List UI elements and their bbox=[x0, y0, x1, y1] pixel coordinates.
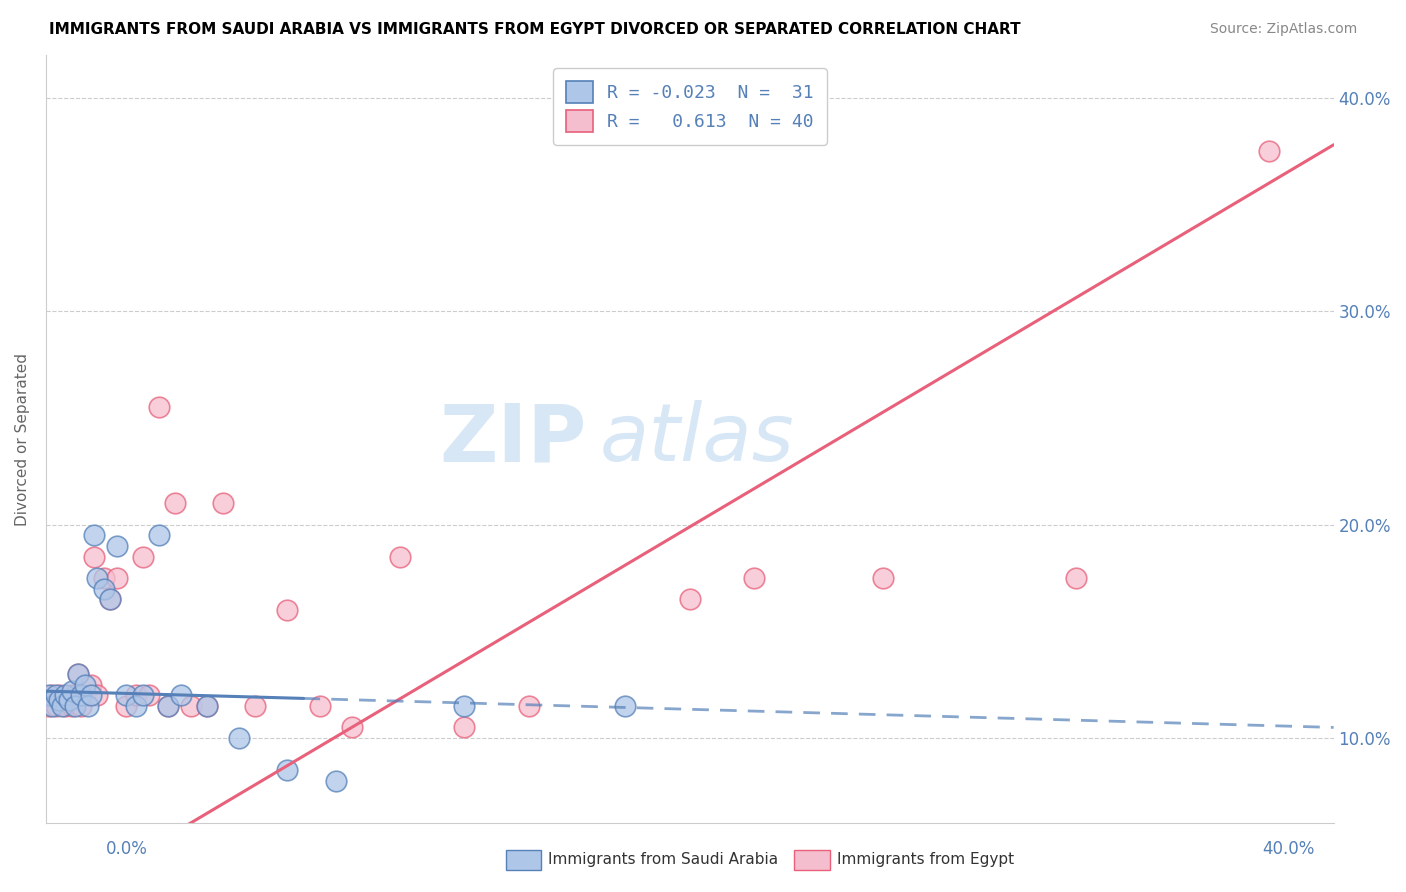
Point bbox=[67, 667, 90, 681]
Point bbox=[63, 689, 86, 703]
Point bbox=[157, 699, 180, 714]
Text: Source: ZipAtlas.com: Source: ZipAtlas.com bbox=[1209, 22, 1357, 37]
Point bbox=[157, 699, 180, 714]
Point bbox=[325, 773, 347, 788]
Point bbox=[1258, 144, 1281, 158]
Text: Immigrants from Saudi Arabia: Immigrants from Saudi Arabia bbox=[548, 853, 779, 867]
Point bbox=[98, 592, 121, 607]
Point bbox=[86, 689, 108, 703]
Point bbox=[1064, 571, 1087, 585]
Text: 40.0%: 40.0% bbox=[1263, 840, 1315, 858]
Point bbox=[41, 689, 63, 703]
Point bbox=[742, 571, 765, 585]
Point bbox=[228, 731, 250, 745]
Point bbox=[131, 549, 153, 564]
Text: IMMIGRANTS FROM SAUDI ARABIA VS IMMIGRANTS FROM EGYPT DIVORCED OR SEPARATED CORR: IMMIGRANTS FROM SAUDI ARABIA VS IMMIGRAN… bbox=[49, 22, 1021, 37]
Point bbox=[195, 699, 218, 714]
Point bbox=[38, 689, 60, 703]
Point bbox=[148, 528, 170, 542]
Point bbox=[245, 699, 267, 714]
Point bbox=[41, 699, 63, 714]
Point bbox=[60, 699, 83, 714]
Point bbox=[38, 699, 60, 714]
Point bbox=[276, 763, 298, 777]
Point bbox=[93, 582, 115, 596]
Point bbox=[163, 496, 186, 510]
Point bbox=[195, 699, 218, 714]
Point bbox=[308, 699, 330, 714]
Point bbox=[872, 571, 894, 585]
Point bbox=[53, 689, 76, 703]
Point bbox=[53, 699, 76, 714]
Text: 0.0%: 0.0% bbox=[105, 840, 148, 858]
Point bbox=[73, 689, 96, 703]
Point bbox=[115, 699, 138, 714]
Point bbox=[73, 678, 96, 692]
Point bbox=[60, 684, 83, 698]
Point bbox=[148, 401, 170, 415]
Point bbox=[83, 528, 105, 542]
Point bbox=[83, 549, 105, 564]
Point bbox=[115, 689, 138, 703]
Point bbox=[138, 689, 160, 703]
Point bbox=[679, 592, 702, 607]
Point bbox=[45, 689, 67, 703]
Point bbox=[105, 571, 128, 585]
Point bbox=[180, 699, 202, 714]
Legend: R = -0.023  N =  31, R =   0.613  N = 40: R = -0.023 N = 31, R = 0.613 N = 40 bbox=[553, 68, 827, 145]
Point bbox=[340, 721, 363, 735]
Point bbox=[48, 689, 70, 703]
Point bbox=[105, 539, 128, 553]
Point bbox=[170, 689, 193, 703]
Point bbox=[131, 689, 153, 703]
Point bbox=[45, 699, 67, 714]
Text: Immigrants from Egypt: Immigrants from Egypt bbox=[837, 853, 1014, 867]
Point bbox=[48, 692, 70, 706]
Point bbox=[453, 721, 475, 735]
Point bbox=[76, 699, 98, 714]
Point bbox=[70, 699, 93, 714]
Point bbox=[389, 549, 412, 564]
Point bbox=[517, 699, 540, 714]
Point bbox=[212, 496, 235, 510]
Point bbox=[51, 692, 73, 706]
Point bbox=[58, 692, 80, 706]
Point bbox=[125, 699, 148, 714]
Point bbox=[80, 678, 103, 692]
Point bbox=[58, 689, 80, 703]
Point bbox=[98, 592, 121, 607]
Point bbox=[125, 689, 148, 703]
Point bbox=[453, 699, 475, 714]
Point bbox=[93, 571, 115, 585]
Point bbox=[51, 699, 73, 714]
Point bbox=[614, 699, 637, 714]
Point bbox=[276, 603, 298, 617]
Point bbox=[70, 689, 93, 703]
Text: ZIP: ZIP bbox=[440, 401, 586, 478]
Text: atlas: atlas bbox=[600, 401, 794, 478]
Point bbox=[67, 667, 90, 681]
Point bbox=[86, 571, 108, 585]
Point bbox=[63, 699, 86, 714]
Y-axis label: Divorced or Separated: Divorced or Separated bbox=[15, 353, 30, 525]
Point bbox=[80, 689, 103, 703]
